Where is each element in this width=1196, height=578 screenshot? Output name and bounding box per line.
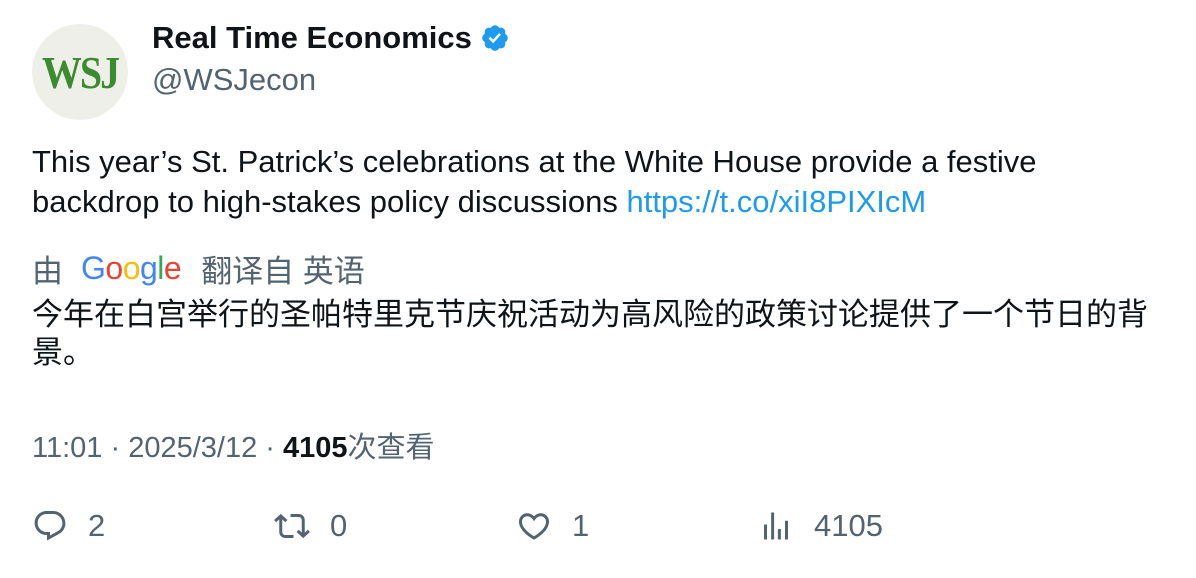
reply-count: 2	[88, 508, 106, 543]
retweet-icon	[274, 513, 310, 539]
translation-attribution: 由 Google 翻译自 英语	[32, 246, 365, 291]
views-bar-chart-icon	[764, 512, 788, 540]
tweet-meta: 11:01 · 2025/3/12 · 4105次查看	[32, 424, 435, 466]
reply-icon	[34, 511, 66, 541]
heart-icon	[518, 513, 550, 540]
translated-text: 今年在白宫举行的圣帕特里克节庆祝活动为高风险的政策讨论提供了一个节日的背景。	[32, 297, 1148, 370]
action-bar: 2 0 1 4105	[32, 508, 1162, 556]
tweet-time[interactable]: 11:01	[32, 432, 103, 464]
tweet-body: This year’s St. Patrick’s celebrations a…	[32, 144, 1037, 219]
verified-badge-icon[interactable]	[480, 23, 510, 53]
meta-separator: ·	[257, 432, 283, 464]
retweet-count: 0	[330, 508, 348, 543]
user-handle[interactable]: @WSJecon	[152, 62, 317, 97]
retweet-button[interactable]: 0	[274, 508, 347, 544]
tweet-link[interactable]: https://t.co/xiI8PIXIcM	[626, 184, 927, 219]
translation-source-language: 翻译自 英语	[201, 254, 365, 289]
avatar[interactable]: WSJ	[32, 24, 128, 120]
views-label: 次查看	[347, 432, 435, 464]
like-count: 1	[572, 508, 590, 543]
tweet-text: This year’s St. Patrick’s celebrations a…	[32, 142, 1162, 222]
views-button[interactable]: 4105	[758, 508, 883, 544]
like-button[interactable]: 1	[516, 508, 589, 544]
wsj-logo: WSJ	[41, 46, 120, 98]
meta-separator: ·	[102, 432, 129, 464]
display-name[interactable]: Real Time Economics	[152, 20, 472, 55]
google-logo[interactable]: Google	[81, 250, 182, 286]
translation-prefix: 由	[32, 254, 63, 289]
views-count: 4105	[283, 432, 348, 464]
views-action-count: 4105	[814, 508, 883, 543]
tweet-date[interactable]: 2025/3/12	[128, 432, 258, 464]
reply-button[interactable]: 2	[32, 508, 105, 544]
author-name-row: Real Time Economics	[152, 20, 510, 56]
